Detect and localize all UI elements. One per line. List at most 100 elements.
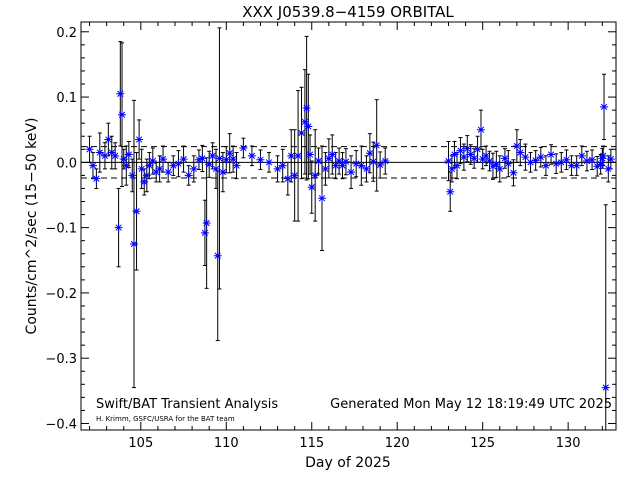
y-tick-label: −0.2 bbox=[45, 287, 77, 302]
data-point bbox=[598, 154, 607, 163]
data-point bbox=[577, 151, 586, 160]
data-point bbox=[297, 128, 306, 137]
chart-title: XXX J0539.8−4159 ORBITAL bbox=[242, 3, 454, 21]
data-point bbox=[256, 155, 265, 164]
data-point bbox=[294, 151, 303, 160]
data-point bbox=[466, 150, 475, 159]
y-tick-label: −0.3 bbox=[45, 352, 77, 367]
data-point bbox=[265, 158, 274, 167]
data-point bbox=[557, 158, 566, 167]
x-tick-label: 110 bbox=[214, 436, 239, 451]
data-point bbox=[536, 153, 545, 162]
data-point bbox=[95, 148, 104, 157]
data-point bbox=[247, 151, 256, 160]
data-point bbox=[473, 145, 482, 154]
data-point bbox=[521, 153, 530, 162]
x-axis: 105 110 115 120 125 130 bbox=[89, 22, 603, 451]
plot-frame bbox=[80, 21, 617, 431]
data-point bbox=[601, 383, 610, 392]
data-point bbox=[562, 155, 571, 164]
data-point bbox=[155, 164, 164, 173]
data-point bbox=[516, 148, 525, 157]
data-point bbox=[218, 168, 227, 177]
data-point bbox=[179, 155, 188, 164]
data-point bbox=[500, 154, 509, 163]
data-point bbox=[122, 161, 131, 170]
data-point bbox=[300, 117, 309, 126]
data-point bbox=[599, 151, 608, 160]
data-point bbox=[290, 171, 299, 180]
data-point bbox=[124, 150, 133, 159]
data-point bbox=[372, 141, 381, 150]
data-point bbox=[107, 148, 116, 157]
data-point bbox=[478, 155, 487, 164]
data-point bbox=[492, 160, 501, 169]
data-point bbox=[129, 239, 138, 248]
x-tick-label: 130 bbox=[556, 436, 581, 451]
x-tick-label: 105 bbox=[128, 436, 153, 451]
data-point bbox=[169, 161, 178, 170]
data-point bbox=[552, 159, 561, 168]
data-point bbox=[495, 164, 504, 173]
x-tick-label: 120 bbox=[385, 436, 410, 451]
data-point bbox=[470, 154, 479, 163]
y-tick-label: −0.4 bbox=[45, 417, 77, 432]
data-point bbox=[604, 164, 613, 173]
footer-analysis-label: Swift/BAT Transient Analysis bbox=[96, 397, 278, 412]
data-point bbox=[600, 102, 609, 111]
data-point bbox=[212, 164, 221, 173]
data-point bbox=[456, 146, 465, 155]
y-tick-label: 0.0 bbox=[56, 156, 77, 171]
data-point bbox=[148, 157, 157, 166]
data-point bbox=[588, 155, 597, 164]
data-point bbox=[446, 187, 455, 196]
data-point bbox=[137, 164, 146, 173]
data-point bbox=[596, 160, 605, 169]
x-tick-label: 115 bbox=[299, 436, 324, 451]
data-point bbox=[606, 155, 615, 164]
data-point bbox=[222, 155, 231, 164]
data-point bbox=[213, 251, 222, 260]
data-point bbox=[132, 207, 141, 216]
data-point bbox=[114, 223, 123, 232]
data-point bbox=[119, 155, 128, 164]
data-point bbox=[311, 171, 320, 180]
data-point bbox=[582, 157, 591, 166]
x-axis-label: Day of 2025 bbox=[305, 455, 391, 471]
data-point bbox=[304, 122, 313, 131]
data-point bbox=[381, 157, 390, 166]
data-point bbox=[488, 162, 497, 171]
data-points bbox=[85, 89, 615, 392]
data-point bbox=[547, 150, 556, 159]
data-point bbox=[485, 157, 494, 166]
y-tick-label: 0.2 bbox=[56, 26, 77, 41]
data-point bbox=[164, 168, 173, 177]
data-point bbox=[357, 161, 366, 170]
data-point bbox=[85, 145, 94, 154]
data-point bbox=[567, 161, 576, 170]
data-point bbox=[111, 151, 120, 160]
data-point bbox=[184, 171, 193, 180]
data-point bbox=[531, 156, 540, 165]
data-point bbox=[189, 164, 198, 173]
data-point bbox=[593, 162, 602, 171]
data-point bbox=[328, 150, 337, 159]
data-point bbox=[205, 160, 214, 169]
data-point bbox=[100, 151, 109, 160]
data-point bbox=[321, 164, 330, 173]
data-point bbox=[482, 151, 491, 160]
data-point bbox=[174, 159, 183, 168]
data-point bbox=[104, 135, 113, 144]
data-point bbox=[273, 164, 282, 173]
data-point bbox=[447, 164, 456, 173]
data-point bbox=[347, 168, 356, 177]
data-point bbox=[362, 164, 371, 173]
data-point bbox=[140, 177, 149, 186]
y-axis-label: Counts/cm^2/sec (15−50 keV) bbox=[24, 118, 40, 335]
data-point bbox=[376, 160, 385, 169]
data-point bbox=[504, 159, 513, 168]
data-point bbox=[159, 155, 168, 164]
data-point bbox=[200, 228, 209, 237]
y-tick-label: −0.1 bbox=[45, 222, 77, 237]
